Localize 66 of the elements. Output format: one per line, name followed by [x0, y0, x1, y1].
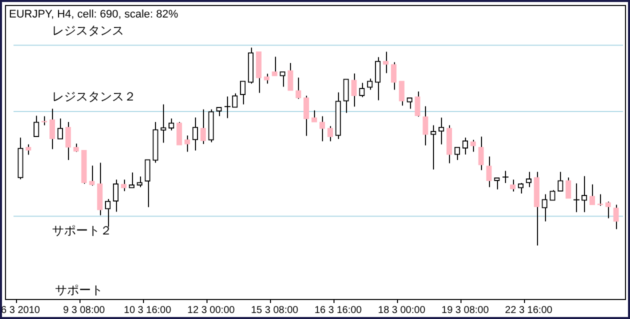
candlestick [613, 204, 619, 230]
ref-line-label: レジスタンス２ [52, 90, 136, 104]
candlestick [374, 56, 381, 101]
x-tick-label: 9 3 08:00 [63, 304, 106, 316]
candlestick [486, 156, 492, 188]
candlestick [264, 73, 270, 84]
candlestick [470, 139, 476, 152]
candlestick [49, 108, 56, 150]
candlestick [304, 95, 310, 136]
candlestick [542, 194, 548, 222]
candlestick [176, 122, 182, 146]
candlestick [518, 182, 524, 194]
candlestick [566, 176, 572, 199]
candlestick [343, 78, 349, 114]
x-tick-label: 15 3 08:00 [250, 304, 299, 316]
candlestick [422, 106, 428, 146]
candlestick [510, 179, 516, 192]
candlestick [136, 176, 142, 188]
candlestick [502, 170, 509, 184]
candlestick [296, 77, 302, 100]
candlestick [232, 92, 238, 108]
candlestick [550, 190, 556, 201]
candlestick [105, 198, 111, 228]
x-tick-label: 22 3 16:00 [505, 304, 553, 316]
candlestick [462, 137, 468, 155]
candlestick [367, 78, 373, 90]
candlestick [390, 62, 397, 90]
candlestick [240, 80, 246, 105]
candlestick [494, 177, 500, 190]
candlestick [120, 179, 127, 192]
x-tick-label: 10 3 16:00 [124, 304, 172, 316]
candlestick [57, 118, 64, 140]
x-tick-label: 12 3 00:00 [187, 304, 236, 316]
candlestick [160, 104, 166, 144]
ref-line-label: サポート２ [52, 223, 112, 238]
candlestick [288, 62, 294, 92]
x-tick-label: 19 3 08:00 [442, 304, 490, 316]
candlestick [144, 159, 150, 208]
text: サポート [55, 283, 103, 298]
candlestick [430, 124, 436, 170]
candlestick [351, 73, 357, 108]
candlestick [34, 115, 40, 138]
candlestick [65, 122, 71, 161]
candlestick [573, 182, 580, 213]
chart-title: EURJPY, H4, cell: 690, scale: 82% [9, 8, 178, 21]
candlestick [200, 108, 206, 144]
candlestick [526, 171, 532, 188]
candlestick [398, 80, 404, 106]
x-tick-label: 16 3 16:00 [314, 304, 362, 316]
candlestick [558, 171, 564, 192]
candlestick [192, 116, 198, 152]
candlestick [280, 71, 286, 88]
candlestick [224, 96, 231, 119]
candlestick [414, 91, 420, 118]
candlestick [89, 165, 95, 186]
ref-line-label: レジスタンス [52, 23, 124, 38]
candlestick [406, 97, 412, 110]
x-tick-label: 18 3 00:00 [378, 304, 426, 316]
candlestick [454, 146, 460, 161]
candlestick [112, 179, 119, 212]
candlestick [319, 116, 326, 142]
candlestick [478, 136, 484, 171]
candlestick [168, 118, 174, 131]
candlestick [184, 134, 190, 152]
candlestick [128, 172, 134, 188]
candlestick [359, 82, 365, 98]
